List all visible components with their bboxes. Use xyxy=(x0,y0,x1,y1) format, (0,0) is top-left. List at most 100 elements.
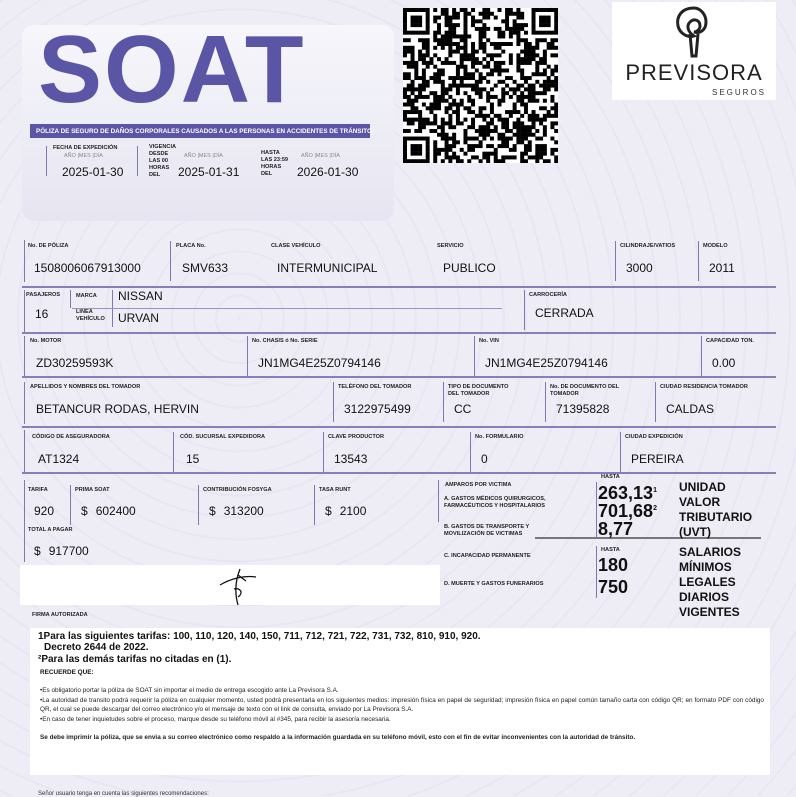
sucursal-value: 15 xyxy=(186,452,200,466)
tipo-doc-label: TIPO DE DOCUMENTO DEL TOMADOR xyxy=(448,384,509,397)
runt-label: TASA RUNT xyxy=(319,487,351,493)
carroceria-label: CARROCERÍA xyxy=(529,292,567,298)
ciudad-res-value: CALDAS xyxy=(666,402,715,416)
amparo-d-value: 750 xyxy=(598,577,629,597)
total-label: TOTAL A PAGAR xyxy=(28,527,73,533)
chasis-label: No. CHASIS ó No. SERIE xyxy=(252,338,318,344)
expedicion-date: 2025-01-30 xyxy=(62,165,124,179)
servicio-value: PUBLICO xyxy=(443,261,496,275)
amparo-b: B. GASTOS DE TRANSPORTE Y MOVILIZACIÓN D… xyxy=(444,524,530,537)
amparo-a1-value: 263,131 xyxy=(598,483,657,503)
productor-value: 13543 xyxy=(334,452,368,466)
firma-label: FIRMA AUTORIZADA xyxy=(32,612,88,618)
hasta-date: 2026-01-30 xyxy=(297,165,359,179)
footer-text: Señor usuario tenga en cuenta las siguie… xyxy=(38,791,209,797)
amparo-b-value: 8,77 xyxy=(598,519,634,539)
ciudad-res-label: CIUDAD RESIDENCIA TOMADOR xyxy=(660,384,748,390)
signature-box xyxy=(20,565,440,606)
pasajeros-label: PASAJEROS xyxy=(26,292,61,298)
ciudad-exp-value: PEREIRA xyxy=(631,452,684,466)
bullet-3: •En caso de tener inquietudes sobre el p… xyxy=(40,715,391,723)
formulario-label: No. FORMULARIO xyxy=(475,434,524,440)
uvt-unit: UNIDAD VALOR TRIBUTARIO (UVT) xyxy=(679,480,753,539)
num-doc-value: 71395828 xyxy=(556,402,610,416)
fosyga-label: CONTRIBUCIÓN FOSYGA xyxy=(203,487,272,493)
cilindraje-value: 3000 xyxy=(626,261,653,275)
tarifa-value: 920 xyxy=(34,504,55,518)
desde-label: DESDE LAS 00 HORAS DEL xyxy=(149,151,170,178)
amparo-a2-value: 701,682 xyxy=(598,501,657,521)
modelo-value: 2011 xyxy=(709,261,735,275)
modelo-label: MODELO xyxy=(703,243,728,249)
chasis-value: JN1MG4E25Z0794146 xyxy=(258,356,381,370)
tipo-doc-value: CC xyxy=(454,402,472,416)
num-doc-label: No. DE DOCUMENTO DEL TOMADOR xyxy=(550,384,620,397)
carroceria-value: CERRADA xyxy=(535,306,594,320)
soat-title: SOAT xyxy=(38,16,306,123)
hasta-label: HASTA xyxy=(601,547,620,553)
clase-label: CLASE VEHÍCULO xyxy=(271,243,321,249)
ciudad-exp-label: CIUDAD EXPEDICIÓN xyxy=(625,434,683,440)
previsora-logo: PREVISORA SEGUROS xyxy=(612,2,776,100)
note-1b: Decreto 2644 de 2022. xyxy=(44,642,149,653)
clase-value: INTERMUNICIPAL xyxy=(277,261,378,275)
vigencia-label: VIGENCIA xyxy=(149,144,177,150)
smldv-unit: SALARIOS MÍNIMOS LEGALES DIARIOS VIGENTES xyxy=(679,545,742,619)
amparo-c: C. INCAPACIDAD PERMANENTE xyxy=(444,553,531,559)
tarifa-label: TARIFA xyxy=(28,487,48,493)
recuerde-heading: RECUERDE QUE: xyxy=(40,669,94,676)
formulario-value: 0 xyxy=(481,452,488,466)
fosyga-value: $313200 xyxy=(209,504,264,518)
sucursal-label: CÓD. SUCURSAL EXPEDIDORA xyxy=(180,434,266,440)
tree-logo-icon xyxy=(676,6,708,58)
vin-value: JN1MG4E25Z0794146 xyxy=(485,356,608,370)
bullet-1: •Es obligatorio portar la póliza de SOAT… xyxy=(40,687,339,694)
prima-value: $602400 xyxy=(81,504,136,518)
soat-subtitle: PÓLIZA DE SEGURO DE DAÑOS CORPORALES CAU… xyxy=(30,124,372,138)
total-value: $917700 xyxy=(34,544,89,558)
cilindraje-label: CILINDRAJE/VATIOS xyxy=(620,243,676,249)
soat-header-card xyxy=(22,25,394,221)
vin-label: No. VIN xyxy=(479,338,499,344)
print-warning: Se debe imprimir la póliza, que se envia… xyxy=(40,734,636,741)
telefono-value: 3122975499 xyxy=(344,402,411,416)
signature-image xyxy=(219,568,257,606)
amparo-a: A. GASTOS MÉDICOS QUIRURGICOS, FARMACÉUT… xyxy=(444,496,546,509)
pasajeros-value: 16 xyxy=(35,307,49,321)
hasta-label: HASTA xyxy=(601,474,620,480)
note-2: ²Para las demás tarifas no citadas en (1… xyxy=(38,654,232,665)
notes-box: 1Para las siguientes tarifas: 100, 110, … xyxy=(30,628,770,775)
linea-label: LÍNEA VEHÍCULO xyxy=(76,309,105,322)
logo-tagline: SEGUROS xyxy=(712,88,767,97)
motor-value: ZD30259593K xyxy=(36,356,114,370)
note-1: 1Para las siguientes tarifas: 100, 110, … xyxy=(38,631,481,642)
tomador-label: APELLIDOS Y NOMBRES DEL TOMADOR xyxy=(30,384,141,390)
date-parts: AÑO |MES |DÍA xyxy=(184,153,223,159)
amparo-c-value: 180 xyxy=(598,555,629,575)
telefono-label: TELÉFONO DEL TOMADOR xyxy=(338,384,412,390)
poliza-label: No. DE PÓLIZA xyxy=(28,243,69,249)
amparos-title: AMPAROS POR VICTIMA xyxy=(445,482,512,488)
bullet-2: •La autoridad de transito podrá requerir… xyxy=(40,696,764,714)
motor-label: No. MOTOR xyxy=(30,338,62,344)
prima-label: PRIMA SOAT xyxy=(75,487,110,493)
hasta-label: HASTA LAS 23:59 HORAS DEL xyxy=(261,150,289,177)
amparo-d: D. MUERTE Y GASTOS FUNERARIOS xyxy=(444,581,544,587)
productor-label: CLAVE PRODUCTOR xyxy=(328,434,385,440)
placa-label: PLACA No. xyxy=(176,243,206,249)
servicio-label: SERVICIO xyxy=(437,243,464,249)
marca-label: MARCA xyxy=(76,293,97,299)
desde-date: 2025-01-31 xyxy=(178,165,240,179)
marca-value: NISSAN xyxy=(118,289,163,303)
capacidad-label: CAPACIDAD TON. xyxy=(706,338,754,344)
tomador-value: BETANCUR RODAS, HERVIN xyxy=(36,402,199,416)
runt-value: $2100 xyxy=(325,504,367,518)
expedicion-label: FECHA DE EXPEDICIÓN xyxy=(53,145,118,151)
capacidad-value: 0.00 xyxy=(712,356,736,370)
poliza-value: 1508006067913000 xyxy=(34,261,141,275)
date-parts: AÑO |MES |DÍA xyxy=(64,153,103,159)
date-parts: AÑO |MES |DÍA xyxy=(301,153,340,159)
qr-code xyxy=(403,8,558,163)
cod-aseg-value: AT1324 xyxy=(38,452,80,466)
placa-value: SMV633 xyxy=(182,261,229,275)
